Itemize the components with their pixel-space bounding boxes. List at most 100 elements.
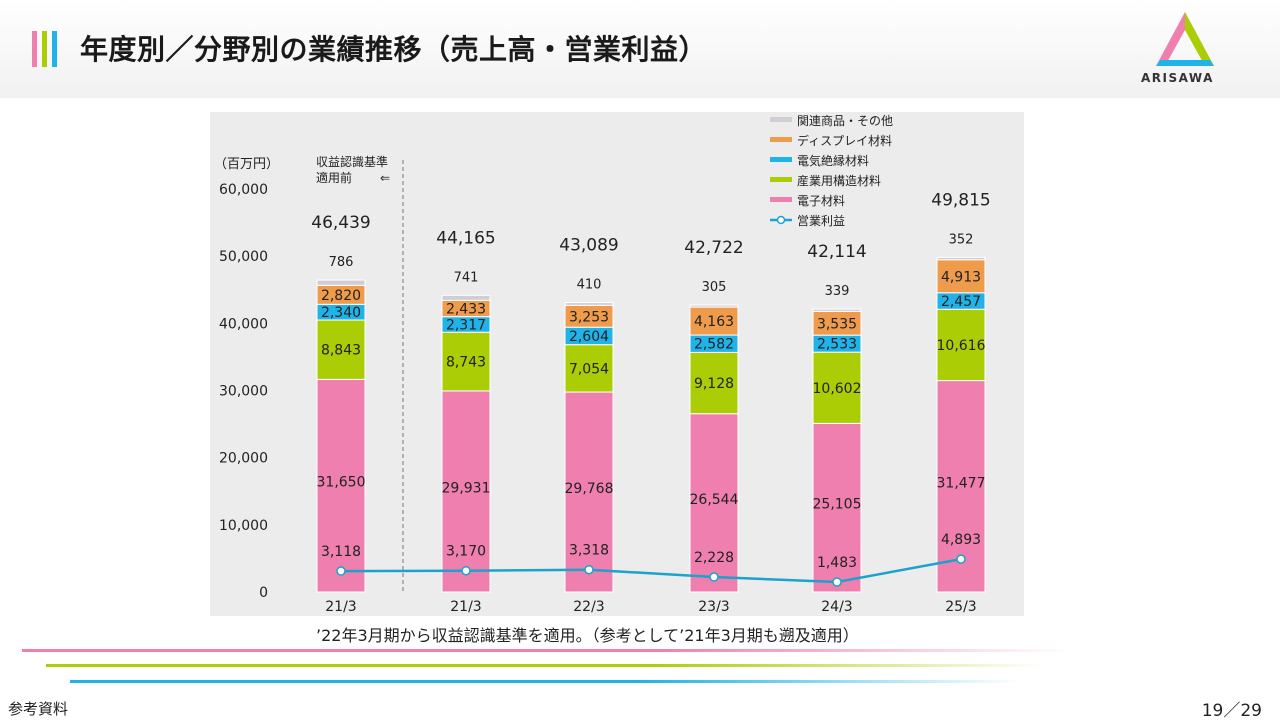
- data-label-insulation: 2,317: [446, 317, 486, 333]
- slide-header: [0, 0, 1280, 98]
- legend-label: ディスプレイ材料: [797, 133, 892, 148]
- data-label-display: 3,253: [569, 309, 609, 325]
- legend-label: 関連商品・その他: [797, 113, 893, 128]
- x-tick-label: 23/3: [698, 599, 729, 615]
- bar-segment-related: [316, 279, 366, 286]
- legend-swatch-display: [770, 137, 792, 142]
- bar-segment-industrial: [564, 344, 614, 393]
- legend-label: 電気絶縁材料: [797, 153, 869, 168]
- profit-point: [832, 577, 842, 587]
- data-label-related: 339: [825, 284, 850, 299]
- page-number: 19／29: [1201, 701, 1262, 721]
- bar-segment-electronic: [441, 390, 491, 593]
- data-label-industrial: 8,843: [321, 343, 361, 359]
- bar-segment-electronic: [316, 378, 366, 593]
- legend-label: 電子材料: [797, 194, 845, 208]
- data-label-insulation: 2,533: [817, 337, 857, 353]
- legend-swatch-electronic: [770, 197, 792, 202]
- total-label: 42,722: [684, 238, 743, 258]
- data-label-insulation: 2,457: [941, 294, 981, 310]
- data-label-related: 305: [702, 280, 727, 295]
- footnote: ’22年3月期から収益認識基準を適用。（参考として’21年3月期も遡及適用）: [316, 626, 859, 645]
- data-label-insulation: 2,340: [321, 305, 361, 321]
- data-label-display: 4,163: [694, 314, 734, 330]
- bar-segment-industrial: [936, 308, 986, 382]
- profit-label: 3,318: [569, 543, 609, 559]
- reference-label: 参考資料: [8, 700, 69, 718]
- data-label-insulation: 2,582: [694, 337, 734, 353]
- profit-point: [461, 565, 471, 576]
- bar-segment-electronic: [689, 413, 739, 593]
- data-label-industrial: 10,602: [813, 381, 862, 397]
- profit-label: 3,170: [446, 544, 486, 560]
- x-tick-label: 22/3: [573, 599, 604, 615]
- data-label-related: 352: [949, 232, 974, 247]
- data-label-related: 741: [454, 270, 479, 285]
- bar-segment-related: [441, 294, 491, 301]
- profit-point: [584, 564, 594, 575]
- x-tick-label: 25/3: [945, 599, 976, 615]
- data-label-electronic: 31,650: [317, 475, 366, 491]
- data-label-display: 2,820: [321, 288, 361, 304]
- x-tick-label: 21/3: [325, 599, 356, 615]
- footer-line-blue: [70, 680, 1020, 683]
- title-accent-bars: [32, 31, 62, 67]
- data-label-display: 2,433: [446, 302, 486, 318]
- bar-segment-display: [936, 259, 986, 294]
- data-label-electronic: 29,768: [565, 481, 614, 497]
- data-label-display: 4,913: [941, 269, 981, 285]
- total-label: 43,089: [559, 236, 618, 256]
- y-tick-label: 20,000: [219, 451, 268, 467]
- y-tick-label: 30,000: [219, 384, 268, 400]
- data-label-industrial: 10,616: [937, 338, 986, 354]
- legend-label: 産業用構造材料: [797, 173, 881, 188]
- legend-label: 営業利益: [797, 214, 845, 228]
- arisawa-logo-icon: [1156, 12, 1214, 66]
- total-label: 46,439: [311, 213, 370, 233]
- data-label-insulation: 2,604: [569, 329, 609, 345]
- data-label-electronic: 25,105: [813, 497, 862, 513]
- data-label-industrial: 7,054: [569, 361, 609, 377]
- y-tick-label: 0: [259, 585, 268, 601]
- profit-label: 4,893: [941, 532, 981, 548]
- legend-swatch-insulation: [770, 157, 792, 162]
- data-label-industrial: 8,743: [446, 355, 486, 371]
- profit-point: [956, 554, 966, 564]
- y-unit-label: （百万円）: [214, 157, 279, 172]
- page-title: 年度別／分野別の業績推移（売上高・営業利益）: [80, 33, 708, 66]
- y-tick-label: 60,000: [219, 182, 268, 198]
- note-label: 適用前: [316, 170, 352, 185]
- legend-marker-profit: [776, 215, 786, 225]
- legend-swatch-industrial: [770, 177, 792, 182]
- total-label: 42,114: [807, 242, 866, 262]
- note-label: 収益認識基準: [316, 154, 388, 169]
- y-tick-label: 10,000: [219, 518, 268, 534]
- bar-segment-related: [689, 304, 739, 308]
- profit-line: [340, 557, 962, 584]
- x-tick-label: 21/3: [450, 599, 481, 615]
- footer-line-green: [46, 664, 1046, 667]
- bar-segment-related: [812, 308, 862, 312]
- x-tick-label: 24/3: [821, 599, 852, 615]
- bar-segment-electronic: [812, 422, 862, 593]
- bar-segment-electronic: [564, 391, 614, 593]
- logo-text: ARISAWA: [1141, 71, 1214, 85]
- profit-point: [336, 566, 346, 576]
- data-label-industrial: 9,128: [694, 376, 734, 392]
- data-label-electronic: 26,544: [690, 492, 739, 508]
- data-label-related: 410: [577, 278, 602, 293]
- profit-point: [709, 572, 719, 582]
- profit-label: 1,483: [817, 555, 857, 571]
- data-label-electronic: 29,931: [442, 480, 491, 496]
- footer-line-pink: [22, 649, 1072, 652]
- bar-segment-display: [689, 306, 739, 336]
- legend-swatch-related: [770, 117, 792, 122]
- bar-segment-industrial: [316, 319, 366, 380]
- y-tick-label: 50,000: [219, 249, 268, 265]
- data-label-related: 786: [329, 255, 354, 270]
- profit-label: 3,118: [321, 544, 361, 560]
- total-label: 49,815: [931, 190, 990, 210]
- data-label-display: 3,535: [817, 316, 857, 332]
- data-label-electronic: 31,477: [937, 475, 986, 491]
